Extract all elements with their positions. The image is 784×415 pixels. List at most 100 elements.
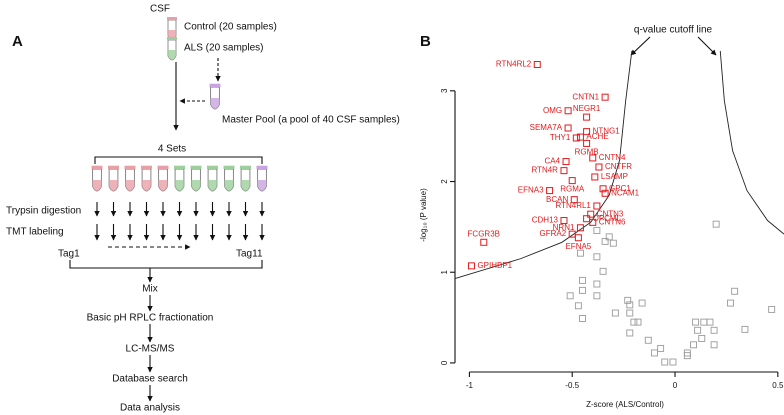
tube-liquid bbox=[175, 180, 184, 191]
sets-label: 4 Sets bbox=[158, 144, 186, 155]
tube-liquid bbox=[158, 180, 168, 191]
point-label: CNTFR bbox=[605, 162, 632, 171]
point bbox=[605, 233, 613, 241]
point-label: GPIHBP1 bbox=[477, 261, 512, 270]
point-label: RGMA bbox=[560, 185, 585, 194]
point-label: NTNG1 bbox=[593, 127, 621, 136]
point bbox=[583, 128, 591, 136]
x-tick-label: -0.5 bbox=[565, 381, 579, 390]
tube-liquid bbox=[142, 180, 151, 191]
panel-label: A bbox=[12, 33, 23, 50]
tube-cap bbox=[174, 165, 185, 169]
step-label: Mix bbox=[142, 284, 158, 295]
tube-cap bbox=[108, 165, 119, 169]
point-label: ACHE bbox=[586, 132, 608, 141]
point bbox=[589, 218, 597, 226]
point bbox=[574, 234, 582, 242]
point-label: NCAM1 bbox=[611, 188, 640, 197]
point bbox=[593, 280, 601, 288]
point bbox=[593, 227, 601, 234]
tube bbox=[174, 165, 185, 192]
point bbox=[626, 301, 634, 309]
point bbox=[731, 287, 739, 295]
tube bbox=[256, 165, 268, 192]
tube-cap bbox=[91, 165, 103, 169]
point-label: EFNA5 bbox=[565, 242, 591, 251]
als-label: ALS (20 samples) bbox=[184, 43, 263, 54]
point bbox=[609, 239, 617, 247]
tube-liquid bbox=[168, 50, 176, 60]
point bbox=[601, 237, 609, 245]
point bbox=[562, 158, 570, 166]
y-tick-label: 0 bbox=[440, 360, 449, 365]
point bbox=[583, 215, 591, 223]
annotation: q-value cutoff line bbox=[634, 25, 713, 36]
point bbox=[589, 154, 597, 162]
point bbox=[768, 305, 776, 313]
master-pool-label: Master Pool (a pool of 40 CSF samples) bbox=[222, 115, 400, 126]
tube-liquid bbox=[241, 180, 250, 191]
point bbox=[630, 318, 638, 326]
point bbox=[480, 238, 488, 246]
point-label: OPCML bbox=[593, 214, 622, 223]
point bbox=[568, 177, 576, 185]
point-label: CNTN1 bbox=[572, 92, 599, 101]
arrow bbox=[630, 36, 651, 56]
point bbox=[692, 318, 700, 326]
tube-liquid bbox=[224, 180, 234, 191]
tube-cap bbox=[240, 165, 251, 169]
point bbox=[564, 107, 572, 115]
bracket bbox=[69, 260, 263, 269]
point-label: LSAMP bbox=[601, 172, 628, 181]
tube bbox=[209, 83, 221, 110]
point bbox=[601, 93, 609, 101]
point bbox=[591, 173, 599, 181]
point-label: CNTN3 bbox=[597, 209, 624, 218]
point-label: GFRA2 bbox=[540, 229, 567, 238]
step-label: Data analysis bbox=[120, 403, 180, 414]
point-label: CDH13 bbox=[532, 216, 559, 225]
tube bbox=[223, 165, 235, 192]
panel-b: B q-value cutoff line Z-score (ALS/Contr… bbox=[419, 25, 784, 409]
point bbox=[710, 341, 718, 349]
point bbox=[611, 309, 619, 317]
tube-cap bbox=[141, 165, 152, 169]
x-tick-label: 0 bbox=[673, 381, 678, 390]
point bbox=[657, 344, 665, 352]
point bbox=[546, 187, 554, 195]
point bbox=[626, 309, 634, 317]
tube-liquid bbox=[210, 98, 220, 109]
tag-label: Tag11 bbox=[236, 249, 263, 260]
point bbox=[706, 318, 714, 326]
cutoff-line bbox=[719, 50, 784, 235]
point bbox=[583, 113, 591, 121]
point-label: GPC1 bbox=[609, 184, 631, 193]
point bbox=[661, 358, 669, 366]
point bbox=[694, 326, 702, 334]
tube bbox=[124, 165, 136, 192]
point bbox=[727, 299, 734, 307]
point bbox=[568, 230, 576, 238]
tube bbox=[141, 165, 152, 192]
point bbox=[626, 329, 634, 337]
y-tick-label: 3 bbox=[440, 88, 449, 93]
point bbox=[593, 292, 601, 300]
tube-liquid bbox=[109, 180, 118, 191]
point bbox=[741, 325, 749, 333]
tube bbox=[167, 37, 177, 61]
tube bbox=[108, 165, 119, 192]
tube-cap bbox=[223, 165, 235, 169]
step-label: Basic pH RPLC fractionation bbox=[87, 313, 214, 324]
point bbox=[599, 185, 607, 193]
tube-cap bbox=[124, 165, 136, 169]
point bbox=[579, 315, 586, 322]
panel-a: A CSF Control (20 samples) ALS (20 sampl… bbox=[6, 4, 400, 414]
point bbox=[560, 167, 568, 175]
tube-cap bbox=[256, 165, 268, 169]
point bbox=[467, 262, 475, 270]
point bbox=[638, 299, 646, 307]
point-label: RTN4RL1 bbox=[555, 201, 591, 210]
bracket bbox=[94, 156, 263, 164]
tube-cap bbox=[209, 83, 221, 87]
point bbox=[579, 276, 586, 284]
